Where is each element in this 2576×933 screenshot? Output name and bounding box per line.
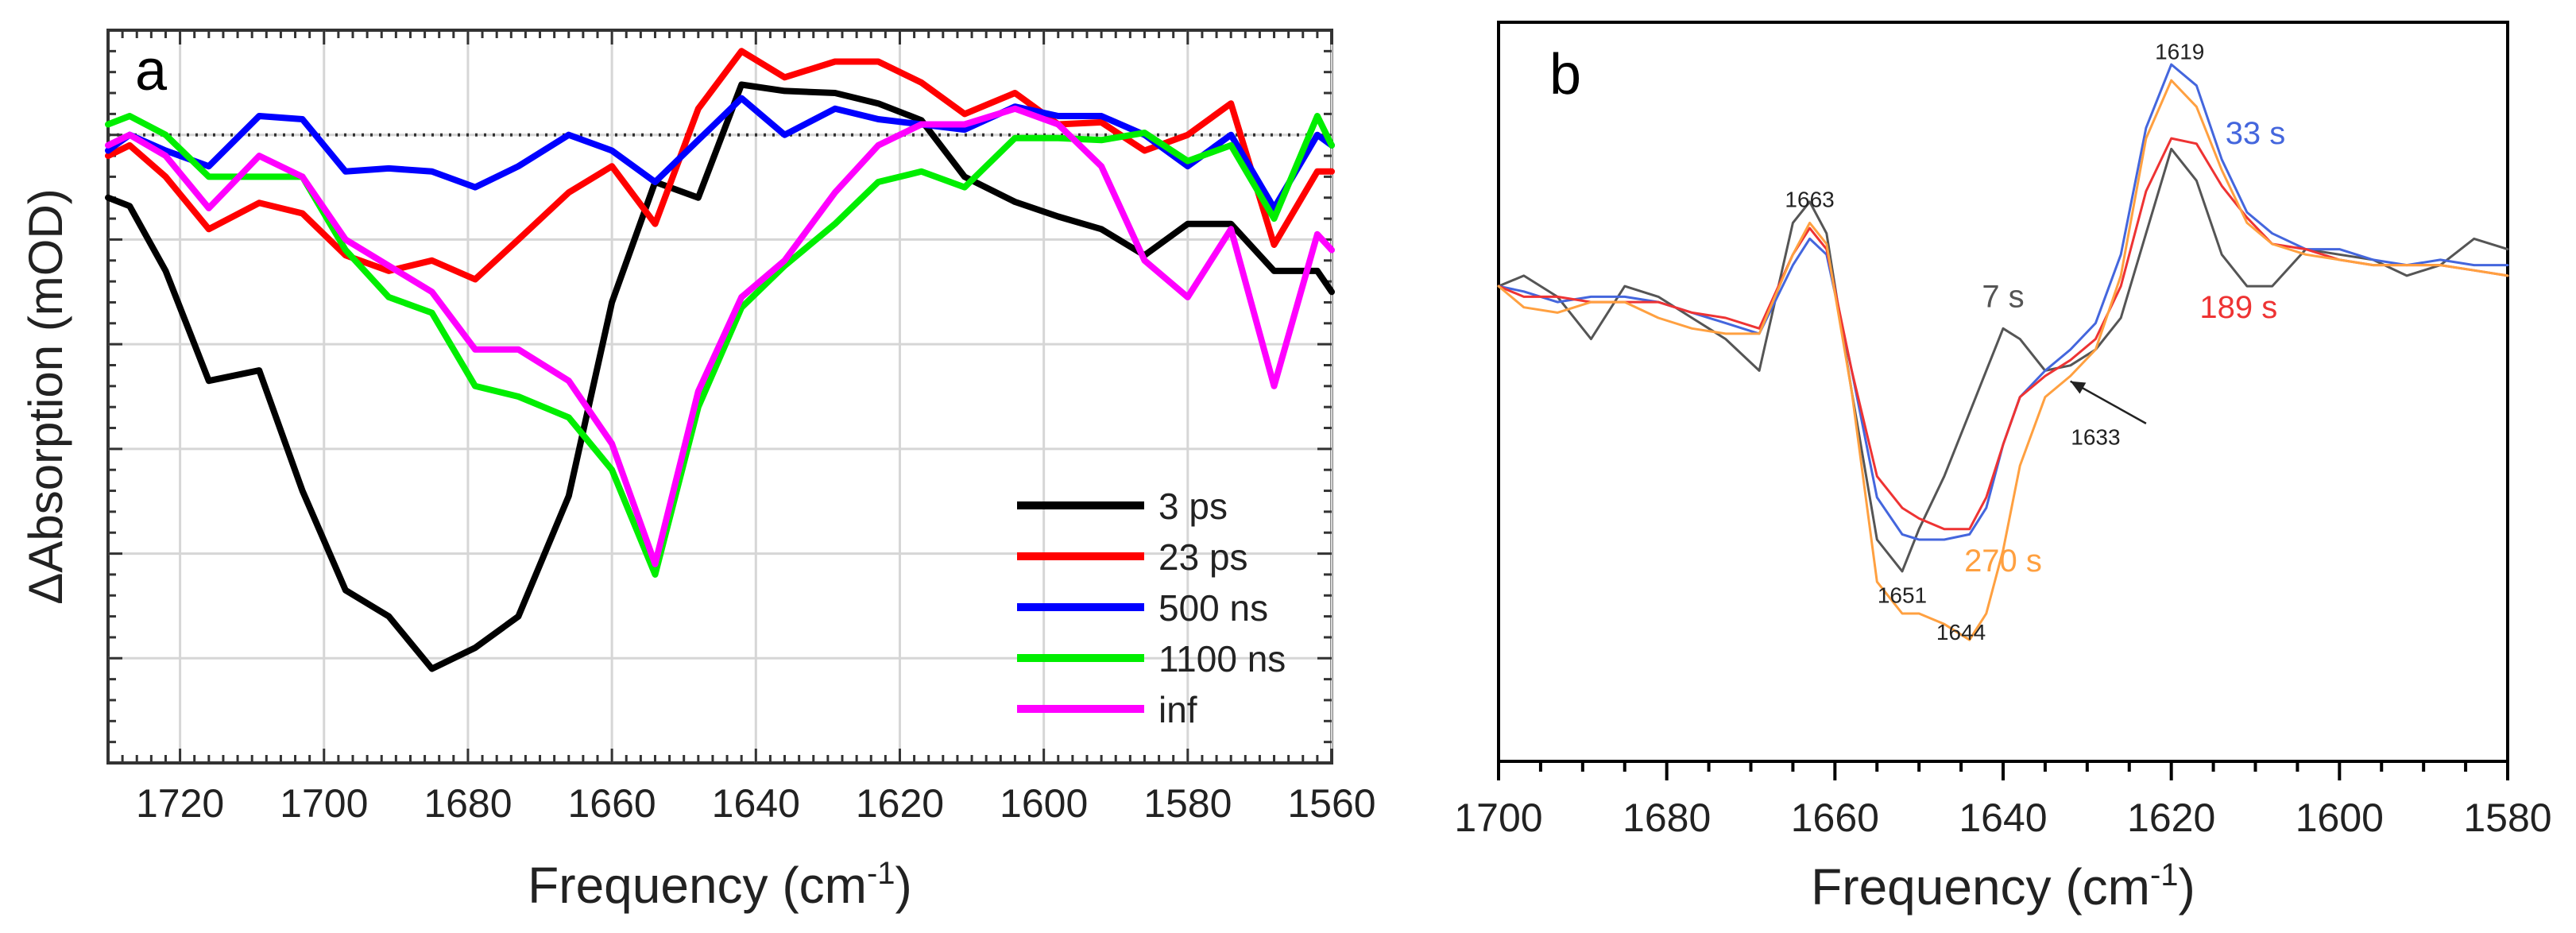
panel-b-xtick-label-1580: 1580 [2463,796,2551,840]
series-line-3-ps [105,81,1335,672]
panel-b-xtick-label-1640: 1640 [1959,796,2047,840]
panel-b-x-ticks: 1700 1680 1660 1640 1620 1600 1580 [1454,761,2552,840]
panel-a-series [105,48,1335,672]
legend-label-3-ps: 3 ps [1158,486,1228,527]
series-label-270-s: 270 s [1964,544,2042,579]
series-line-23-ps [105,48,1335,283]
panel-a-legend: 3 ps 23 ps 500 ns 1100 ns inf [1017,486,1286,730]
panel-a-x-axis-label-tail: ) [895,857,912,914]
panel-a-x-axis-label-superscript: -1 [867,856,895,891]
annotation-arrow-head [2070,381,2087,394]
peak-annotation-1663: 1663 [1785,188,1834,212]
panel-a-xtick-label-1640: 1640 [712,781,800,826]
panel-a-x-axis-label-main: Frequency (cm [528,857,867,914]
panel-a-xtick-label-1700: 1700 [280,781,368,826]
panel-a-frame [106,29,1333,765]
panel-b-xtick-label-1600: 1600 [2296,796,2384,840]
panel-a-label: a [135,39,168,103]
panel-a-x-axis-label: Frequency (cm-1) [528,856,912,914]
peak-annotation-1644: 1644 [1936,620,1986,645]
annotation-arrow-line [2070,380,2147,424]
peak-annotation-1651: 1651 [1878,583,1927,608]
legend-label-23-ps: 23 ps [1158,536,1248,578]
panel-b-xtick-label-1680: 1680 [1623,796,1711,840]
panel-a: 1720 1700 1680 1660 1640 1620 1600 1580 1560 3 p… [19,29,1376,914]
panel-b-x-axis-label-tail: ) [2179,858,2195,916]
panel-b: 1700 1680 1660 1640 1620 1600 1580 7 s 33 s 189 … [1454,21,2552,916]
legend-label-inf: inf [1158,689,1197,730]
panel-b-x-axis-label-superscript: -1 [2150,858,2179,892]
panel-a-xtick-label-1680: 1680 [424,781,512,826]
panel-a-y-axis-label: ΔAbsorption (mOD) [19,188,72,605]
series-line-7-s [1497,147,2509,573]
panel-b-label: b [1549,43,1581,106]
peak-annotation-1619: 1619 [2155,40,2204,64]
panel-b-xtick-label-1620: 1620 [2127,796,2215,840]
series-label-7-s: 7 s [1982,280,2024,315]
peak-annotation-1633: 1633 [2071,424,2120,449]
panel-b-xtick-label-1700: 1700 [1454,796,1542,840]
panel-a-xtick-label-1580: 1580 [1143,781,1232,826]
legend-label-1100-ns: 1100 ns [1158,638,1286,679]
panel-b-xtick-label-1660: 1660 [1791,796,1879,840]
legend-label-500-ns: 500 ns [1158,587,1268,629]
panel-b-annotations: 1663 1619 1651 1644 1633 [1785,40,2204,645]
series-line-inf [105,105,1335,567]
panel-a-xtick-label-1620: 1620 [856,781,944,826]
panel-a-xtick-label-1720: 1720 [136,781,224,826]
panel-b-x-axis-label: Frequency (cm-1) [1811,858,2195,916]
series-line-189-s [1497,137,2509,531]
panel-b-x-axis-label-main: Frequency (cm [1811,858,2150,916]
panel-b-series: 7 s 33 s 189 s 270 s [1497,63,2509,641]
panel-a-grid [108,30,1333,763]
series-label-33-s: 33 s [2226,116,2286,151]
series-label-189-s: 189 s [2199,290,2277,325]
panel-a-xtick-label-1660: 1660 [568,781,656,826]
panel-b-frame [1497,21,2509,763]
panel-a-xtick-label-1600: 1600 [1000,781,1088,826]
series-line-270-s [1497,79,2509,641]
panel-a-xtick-label-1560: 1560 [1287,781,1375,826]
